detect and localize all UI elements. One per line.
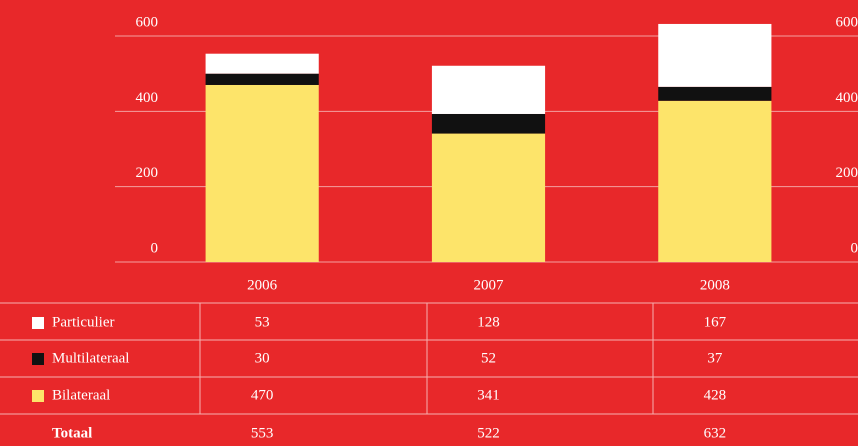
x-tick-label: 2006 <box>247 277 278 293</box>
total-cell: 522 <box>477 425 500 441</box>
legend-label: Particulier <box>52 314 114 330</box>
bar-segment <box>658 23 772 87</box>
y-tick-label: 200 <box>136 165 159 181</box>
y2-tick-label: 200 <box>836 165 858 181</box>
total-cell: 632 <box>704 425 727 441</box>
bar-segment <box>431 113 546 134</box>
legend-swatch <box>32 317 44 329</box>
bar-segment <box>658 100 772 262</box>
table-cell: 428 <box>704 387 727 403</box>
bar-segment <box>658 86 772 101</box>
bar-segment <box>431 65 546 114</box>
bar-segment <box>205 73 319 85</box>
table-cell: 37 <box>707 350 723 366</box>
total-label: Totaal <box>52 425 92 441</box>
legend-swatch <box>32 353 44 365</box>
bar-segment <box>205 53 319 74</box>
legend-label: Multilateraal <box>52 350 129 366</box>
y2-tick-label: 600 <box>836 14 858 30</box>
bar-segment <box>431 133 546 262</box>
table-cell: 52 <box>481 350 496 366</box>
legend-swatch <box>32 390 44 402</box>
y2-tick-label: 400 <box>836 90 858 106</box>
legend-label: Bilateraal <box>52 387 110 403</box>
table-cell: 470 <box>251 387 274 403</box>
y-tick-label: 400 <box>136 90 159 106</box>
table-cell: 30 <box>255 350 270 366</box>
y2-tick-label: 0 <box>851 240 858 256</box>
y-tick-label: 0 <box>151 240 159 256</box>
table-cell: 167 <box>704 314 727 330</box>
bar-segment <box>205 84 319 262</box>
table-cell: 128 <box>477 314 500 330</box>
x-tick-label: 2007 <box>474 277 505 293</box>
y-tick-label: 600 <box>136 14 159 30</box>
table-cell: 53 <box>255 314 270 330</box>
total-cell: 553 <box>251 425 274 441</box>
x-tick-label: 2008 <box>700 277 730 293</box>
table-cell: 341 <box>477 387 500 403</box>
